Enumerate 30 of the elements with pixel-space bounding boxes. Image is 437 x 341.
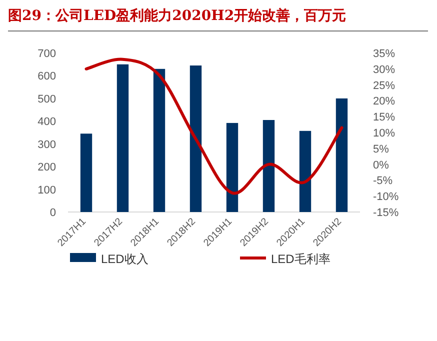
y-tick-label: 500 — [38, 93, 56, 106]
y-tick-label: 300 — [38, 138, 56, 151]
bar — [226, 122, 238, 212]
y-tick-label: 700 — [38, 48, 56, 60]
chart-title: 图29：公司LED盈利能力2020H2开始改善，百万元 — [8, 7, 346, 24]
bar — [262, 120, 275, 212]
y2-tick-label: -5% — [373, 175, 393, 188]
legend-label: LED收入 — [101, 252, 148, 266]
y2-tick-label: 20% — [373, 96, 396, 108]
legend-label: LED毛利率 — [271, 252, 330, 266]
y-tick-label: 200 — [38, 162, 56, 174]
bar — [299, 130, 312, 212]
y2-tick-label: 5% — [373, 143, 390, 156]
bar — [153, 68, 166, 212]
bar — [80, 134, 92, 212]
y-tick-label: 0 — [50, 207, 56, 219]
y2-tick-label: 0% — [373, 159, 390, 172]
y-tick-label: 600 — [38, 70, 56, 83]
y2-tick-label: 10% — [373, 128, 396, 140]
bar — [336, 98, 348, 212]
y2-tick-label: 25% — [373, 80, 396, 92]
y2-tick-label: -15% — [373, 207, 399, 219]
y-tick-label: 400 — [38, 116, 56, 128]
y2-tick-label: 15% — [373, 112, 396, 124]
y2-tick-label: 35% — [373, 48, 396, 60]
y2-tick-label: -10% — [373, 191, 399, 204]
bar — [190, 65, 202, 212]
bar — [116, 64, 129, 212]
y-tick-label: 100 — [38, 184, 56, 196]
y2-tick-label: 30% — [373, 64, 396, 76]
